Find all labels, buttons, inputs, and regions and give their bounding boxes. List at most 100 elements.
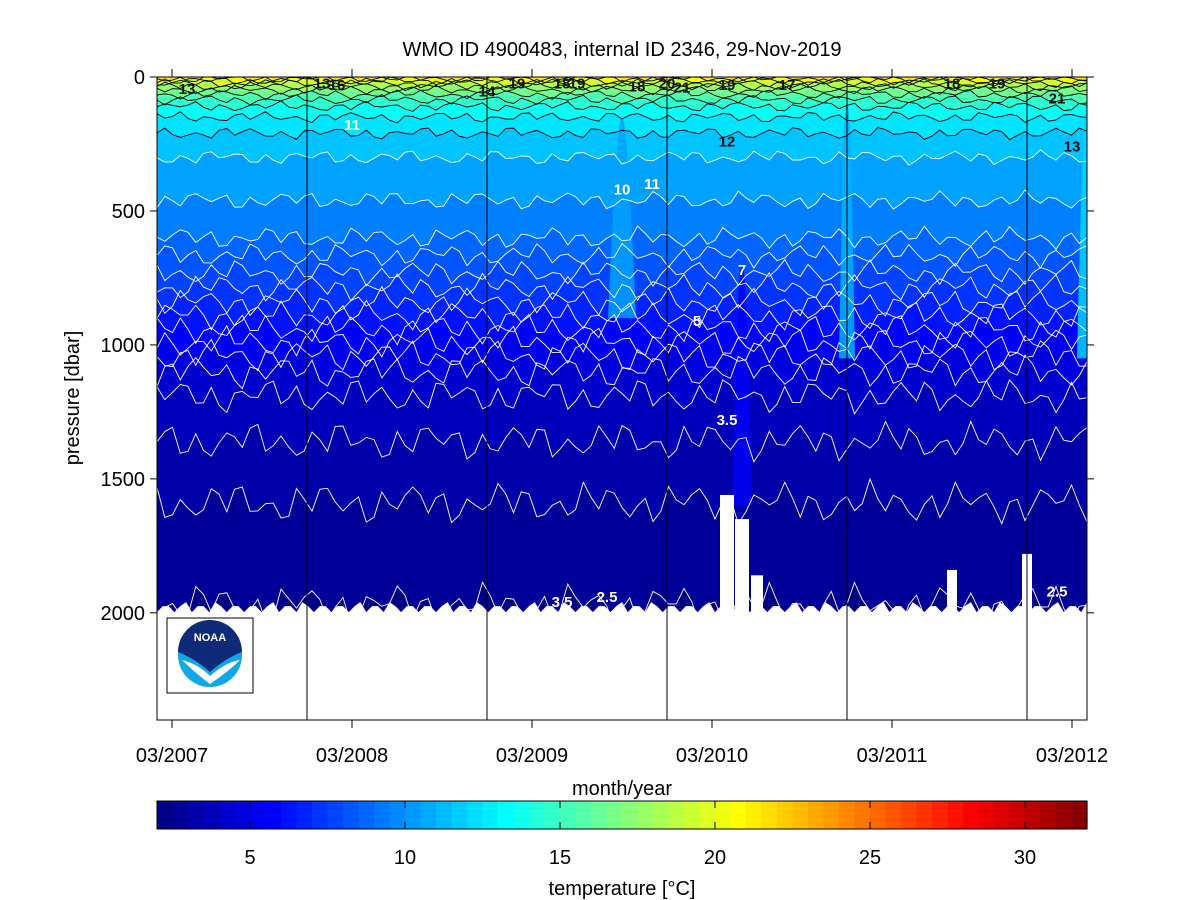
contour-label: 13 xyxy=(179,81,196,98)
colorbar-ticks: 5 10 15 20 25 30 xyxy=(244,801,1036,869)
contour-label: 7 xyxy=(738,262,746,279)
colorbar-cell xyxy=(467,801,484,829)
isotherm-7.5 xyxy=(157,271,1087,302)
colorbar-cell xyxy=(250,801,267,829)
contour-label: 16 xyxy=(329,77,346,94)
contour-label: 11 xyxy=(344,117,360,134)
contour-label: 12 xyxy=(719,133,736,150)
colorbar-frame xyxy=(156,800,1088,830)
colorbar-cell xyxy=(684,801,701,829)
colorbar-cell xyxy=(606,801,623,829)
x-axis: 03/2007 03/2008 03/2009 03/2010 03/2011 03/20… xyxy=(136,69,1108,767)
contour-label: 11 xyxy=(644,176,660,193)
colorbar-cell xyxy=(1071,801,1088,829)
colorbar-cell xyxy=(513,801,530,829)
colorbar-cell xyxy=(219,801,236,829)
x-tick-label: 03/2007 xyxy=(136,745,208,767)
chart-title: WMO ID 4900483, internal ID 2346, 29-Nov… xyxy=(402,39,841,61)
colorbar-cell xyxy=(327,801,344,829)
contour-label: 18 xyxy=(554,76,571,93)
isotherm-13 xyxy=(157,111,1087,124)
colorbar-cell xyxy=(188,801,205,829)
isotherm-8 xyxy=(157,258,1087,288)
contour-label: 10 xyxy=(614,182,631,199)
isotherm-lines xyxy=(157,77,1087,630)
no-data-regions xyxy=(157,494,1087,720)
isotherm-6 xyxy=(157,313,1087,346)
x-tick-label: 03/2011 xyxy=(857,745,928,767)
colorbar-cell xyxy=(312,801,329,829)
isotherm-7 xyxy=(157,285,1087,317)
isotherm-3.5 xyxy=(157,420,1087,463)
colorbar-cell xyxy=(1040,801,1057,829)
contour-label: 17 xyxy=(779,77,796,94)
contour-label: 13 xyxy=(314,76,331,93)
no-data-gap-2 xyxy=(751,575,763,720)
colorbar-cell xyxy=(451,801,468,829)
colorbar-tick-label: 20 xyxy=(704,847,726,869)
x-tick-label: 03/2008 xyxy=(316,745,388,767)
no-data-bottom xyxy=(157,602,1087,720)
contour-label: 19 xyxy=(569,76,586,93)
colorbar-cells xyxy=(157,801,1088,829)
colorbar-cell xyxy=(839,801,856,829)
contour-label: 2.5 xyxy=(1047,583,1068,600)
contour-label: 2.5 xyxy=(597,589,618,606)
colorbar-cell xyxy=(529,801,546,829)
logo-text: NOAA xyxy=(194,632,226,644)
colorbar-cell xyxy=(823,801,840,829)
intrusion-3 xyxy=(732,264,752,506)
colorbar-cell xyxy=(1009,801,1026,829)
y-tick-label: 2000 xyxy=(101,603,146,625)
colorbar-tick-label: 5 xyxy=(244,847,255,869)
colorbar-cell xyxy=(622,801,639,829)
colorbar-cell xyxy=(885,801,902,829)
colorbar-cell xyxy=(715,801,732,829)
year-separators xyxy=(306,77,1028,720)
y-tick-label: 1000 xyxy=(101,335,146,357)
isotherm-4 xyxy=(157,379,1087,415)
colorbar-cell xyxy=(544,801,561,829)
colorbar-cell xyxy=(436,801,453,829)
isotherm-12 xyxy=(157,127,1087,141)
colorbar-cell xyxy=(653,801,670,829)
isotherm-9 xyxy=(157,225,1087,251)
x-tick-label: 03/2012 xyxy=(1036,745,1108,767)
isotherm-16 xyxy=(157,89,1087,101)
y-tick-label: 1500 xyxy=(101,469,146,491)
colorbar-cell xyxy=(854,801,871,829)
isotherm-8.5 xyxy=(157,242,1087,269)
contour-label: 19 xyxy=(509,76,526,93)
isotherm-20 xyxy=(157,77,1087,86)
colorbar-cell xyxy=(172,801,189,829)
contour-label: 18 xyxy=(944,76,961,93)
colorbar-cell xyxy=(389,801,406,829)
x-axis-label: month/year xyxy=(572,778,672,800)
colorbar-cell xyxy=(560,801,577,829)
contour-label: 19 xyxy=(989,76,1006,93)
isotherm-5.5 xyxy=(157,324,1087,358)
noaa-logo: NOAA xyxy=(166,617,254,694)
colorbar-cell xyxy=(343,801,360,829)
no-data-gap-3 xyxy=(947,569,957,720)
colorbar-cell xyxy=(637,801,654,829)
colorbar-cell xyxy=(1025,801,1042,829)
y-axis-label: pressure [dbar] xyxy=(62,331,84,466)
colorbar-cell xyxy=(405,801,422,829)
colorbar: 5 10 15 20 25 30 temperature [°C] xyxy=(156,800,1088,900)
colorbar-cell xyxy=(591,801,608,829)
colorbar-cell xyxy=(1056,801,1073,829)
contour-label: 13 xyxy=(1064,139,1081,156)
colorbar-cell xyxy=(265,801,282,829)
colorbar-cell xyxy=(870,801,887,829)
x-tick-label: 03/2009 xyxy=(496,745,568,767)
x-tick-label: 03/2010 xyxy=(676,745,748,767)
contour-label: 21 xyxy=(1049,90,1066,107)
isotherm-14 xyxy=(157,100,1087,112)
colorbar-label: temperature [°C] xyxy=(549,878,696,900)
colorbar-cell xyxy=(420,801,437,829)
colorbar-cell xyxy=(157,801,174,829)
